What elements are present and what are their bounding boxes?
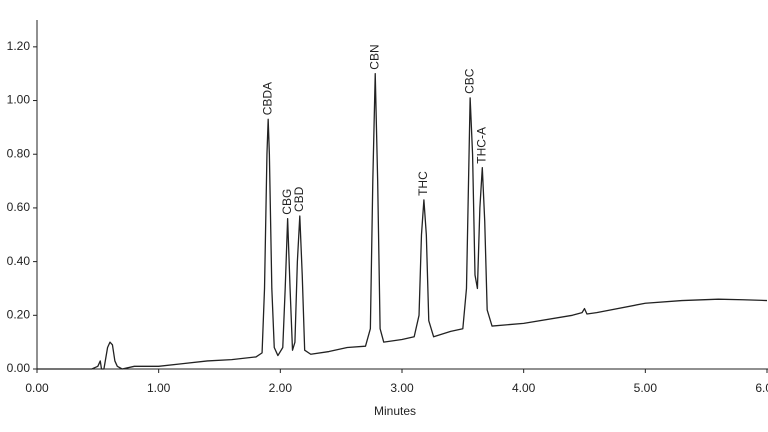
x-tick-label: 5.00 <box>634 381 658 395</box>
y-tick-label: 0.00 <box>7 361 31 375</box>
y-tick-label: 0.40 <box>7 254 31 268</box>
peak-label: CBG <box>280 189 294 215</box>
peak-label: THC <box>416 171 430 196</box>
x-tick-label: 3.00 <box>390 381 414 395</box>
y-tick-label: 0.60 <box>7 200 31 214</box>
chromatogram-line <box>37 73 768 370</box>
y-tick-label: 0.80 <box>7 146 31 160</box>
peak-label: THC-A <box>474 127 488 164</box>
x-axis-label: Minutes <box>374 404 416 418</box>
x-tick-label: 1.00 <box>147 381 171 395</box>
x-tick-label: 0.00 <box>25 381 49 395</box>
x-tick-label: 4.00 <box>512 381 536 395</box>
x-tick-label: 6.00 <box>755 381 768 395</box>
peak-label: CBN <box>367 44 381 69</box>
peak-label: CBDA <box>260 82 274 115</box>
y-tick-label: 1.00 <box>7 93 31 107</box>
x-tick-label: 2.00 <box>269 381 293 395</box>
y-tick-label: 0.20 <box>7 307 31 321</box>
y-tick-label: 1.20 <box>7 39 31 53</box>
peak-label: CBC <box>462 68 476 94</box>
peak-label: CBD <box>292 186 306 212</box>
